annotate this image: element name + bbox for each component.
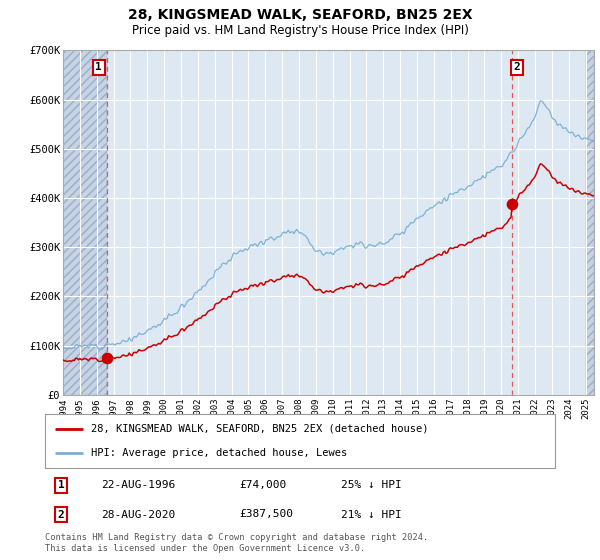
Text: £74,000: £74,000 — [239, 480, 286, 490]
Text: 21% ↓ HPI: 21% ↓ HPI — [341, 510, 401, 520]
Bar — [586, 50, 594, 395]
FancyBboxPatch shape — [45, 414, 555, 468]
Text: HPI: Average price, detached house, Lewes: HPI: Average price, detached house, Lewe… — [91, 448, 347, 458]
Text: 28, KINGSMEAD WALK, SEAFORD, BN25 2EX: 28, KINGSMEAD WALK, SEAFORD, BN25 2EX — [128, 8, 472, 22]
Bar — [63, 50, 107, 395]
Text: 25% ↓ HPI: 25% ↓ HPI — [341, 480, 401, 490]
Text: Contains HM Land Registry data © Crown copyright and database right 2024.
This d: Contains HM Land Registry data © Crown c… — [45, 533, 428, 553]
Text: £387,500: £387,500 — [239, 510, 293, 520]
Bar — [586, 50, 594, 395]
Point — [507, 200, 517, 209]
Text: 2: 2 — [514, 63, 520, 72]
Bar — [63, 50, 107, 395]
Point — [103, 354, 112, 363]
Text: 1: 1 — [58, 480, 65, 490]
Text: 28, KINGSMEAD WALK, SEAFORD, BN25 2EX (detached house): 28, KINGSMEAD WALK, SEAFORD, BN25 2EX (d… — [91, 424, 428, 434]
Text: Price paid vs. HM Land Registry's House Price Index (HPI): Price paid vs. HM Land Registry's House … — [131, 24, 469, 36]
Text: 2: 2 — [58, 510, 65, 520]
Text: 28-AUG-2020: 28-AUG-2020 — [101, 510, 175, 520]
Text: 22-AUG-1996: 22-AUG-1996 — [101, 480, 175, 490]
Text: 1: 1 — [95, 63, 102, 72]
